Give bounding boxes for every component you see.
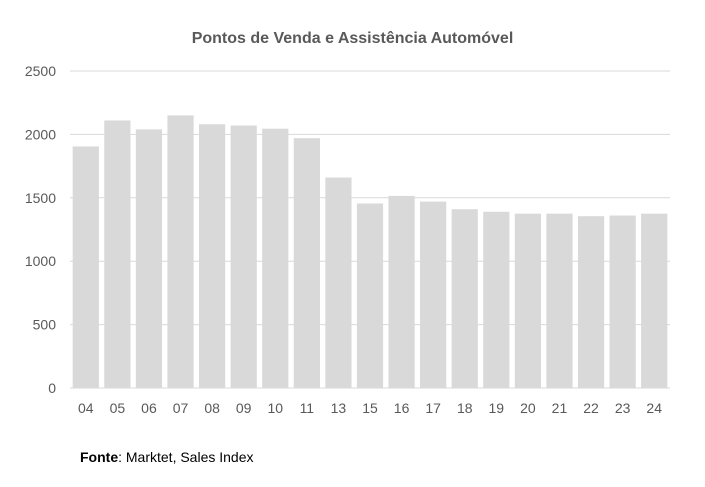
bar-21 [546, 213, 573, 388]
bar-13 [325, 177, 352, 388]
x-tick-label: 15 [362, 400, 378, 416]
x-tick-label: 20 [520, 400, 536, 416]
y-tick-label: 2500 [25, 63, 56, 79]
y-axis-ticks: 0 500 1000 1500 2000 2500 [25, 63, 56, 396]
bar-16 [388, 195, 415, 388]
bar-15 [356, 203, 384, 388]
x-tick-label: 08 [204, 400, 220, 416]
bar-23 [609, 215, 636, 388]
bar-05 [104, 120, 131, 388]
chart-title: Pontos de Venda e Assistência Automóvel [191, 30, 514, 47]
x-tick-label: 19 [489, 400, 505, 416]
x-tick-label: 24 [646, 400, 662, 416]
y-tick-label: 0 [48, 380, 56, 396]
bars [72, 115, 668, 389]
bar-17 [420, 201, 447, 388]
bar-19 [483, 211, 510, 388]
bar-10 [262, 128, 289, 388]
x-tick-label: 16 [394, 400, 410, 416]
bar-08 [199, 124, 226, 388]
bar-07 [167, 115, 194, 388]
x-tick-label: 11 [300, 400, 315, 416]
x-tick-label: 23 [615, 400, 631, 416]
x-tick-label: 07 [173, 400, 189, 416]
x-axis-ticks: 04 05 06 07 08 09 10 11 13 15 16 17 18 19 20 21 22 23 24 [78, 400, 662, 416]
y-tick-label: 500 [33, 317, 57, 333]
x-tick-label: 04 [78, 400, 94, 416]
x-tick-label: 18 [457, 400, 473, 416]
bar-20 [514, 213, 541, 388]
x-tick-label: 09 [236, 400, 252, 416]
x-tick-label: 13 [331, 400, 347, 416]
x-tick-label: 06 [141, 400, 157, 416]
x-tick-label: 10 [267, 400, 283, 416]
y-tick-label: 2000 [25, 126, 56, 142]
bar-18 [451, 209, 478, 388]
x-tick-label: 21 [552, 400, 568, 416]
bar-24 [641, 213, 668, 388]
source-text: : Marktet, Sales Index [118, 449, 254, 465]
x-tick-label: 17 [425, 400, 441, 416]
bar-06 [135, 129, 163, 388]
bar-22 [577, 216, 605, 388]
source-label: Fonte [80, 449, 119, 465]
bar-09 [230, 125, 257, 389]
source-note: Fonte: Marktet, Sales Index [80, 449, 254, 465]
bar-04 [72, 146, 99, 388]
y-tick-label: 1000 [25, 253, 56, 269]
bar-11 [293, 138, 320, 388]
x-tick-label: 05 [110, 400, 126, 416]
x-tick-label: 22 [583, 400, 599, 416]
y-tick-label: 1500 [25, 190, 56, 206]
